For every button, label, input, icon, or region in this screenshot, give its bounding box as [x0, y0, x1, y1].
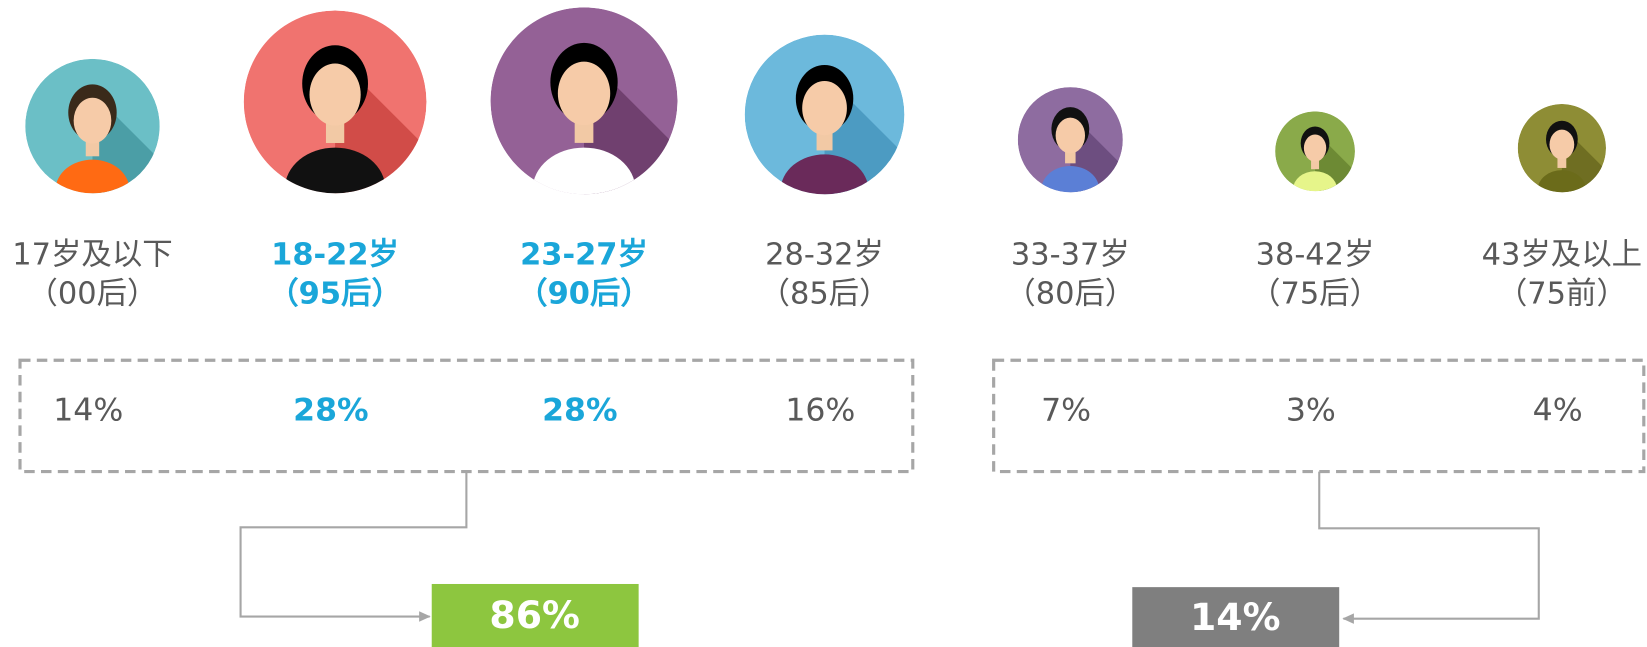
age-label: 43岁及以上: [1482, 238, 1642, 273]
percent-label: 7%: [1041, 393, 1091, 429]
avatar-art: [1018, 87, 1149, 213]
generation-label: （90后）: [517, 277, 651, 312]
generation-label: （85后）: [760, 277, 890, 312]
generation-label: （80后）: [1005, 277, 1135, 312]
connector: [1319, 472, 1539, 619]
avatar-art: [25, 59, 193, 220]
avatar-body: [781, 154, 869, 226]
avatar: [1018, 87, 1149, 213]
age-label: 28-32岁: [765, 238, 884, 273]
page: {"groups": [ {"age": "17岁及以下", "gen": "（…: [0, 0, 1647, 647]
avatar: [25, 59, 193, 220]
avatar-face: [1304, 134, 1326, 161]
avatar-face: [74, 98, 112, 144]
age-label: 33-37岁: [1011, 238, 1130, 273]
percent-label: 16%: [785, 393, 855, 429]
total-label: 14%: [1190, 595, 1280, 639]
age-label: 17岁及以下: [12, 238, 172, 273]
generation-label: （00后）: [27, 277, 157, 312]
age-label: 38-42岁: [1256, 238, 1375, 273]
age-label: 18-22岁: [271, 238, 399, 273]
avatar: [1518, 104, 1628, 210]
avatar-art: [1275, 111, 1375, 207]
percent-label: 28%: [542, 393, 617, 429]
avatar-body: [533, 148, 636, 232]
avatar: [745, 35, 945, 227]
percent-label: 3%: [1286, 393, 1336, 429]
group-box-young: [20, 360, 913, 471]
percent-label: 14%: [53, 393, 123, 429]
avatar-body: [1293, 171, 1337, 207]
avatar-body: [1041, 166, 1099, 213]
avatar: [244, 11, 472, 230]
generation-label: （95后）: [268, 277, 402, 312]
infographic: 86% 14% 17岁及以下 （00后） 14% 18-22岁 （95后） 28% 23-2…: [0, 0, 1647, 647]
avatar-art: [1518, 104, 1628, 210]
generation-label: （75后）: [1250, 277, 1380, 312]
avatar-face: [558, 62, 610, 126]
avatar-body: [56, 160, 130, 220]
avatar-body: [285, 148, 386, 230]
age-label: 23-27岁: [520, 238, 648, 273]
avatar-art: [244, 11, 472, 230]
avatar-face: [310, 64, 361, 126]
avatar-art: [745, 35, 945, 227]
total-label: 86%: [489, 593, 579, 637]
avatar: [491, 7, 725, 231]
avatar-face: [802, 81, 847, 135]
avatar-art: [491, 7, 725, 231]
percent-label: 4%: [1533, 393, 1583, 429]
avatar: [1275, 111, 1375, 207]
avatar-face: [1550, 130, 1575, 160]
percent-label: 28%: [293, 393, 368, 429]
avatar-body: [1538, 170, 1587, 210]
avatar-face: [1056, 118, 1085, 154]
generation-label: （75前）: [1497, 277, 1627, 312]
